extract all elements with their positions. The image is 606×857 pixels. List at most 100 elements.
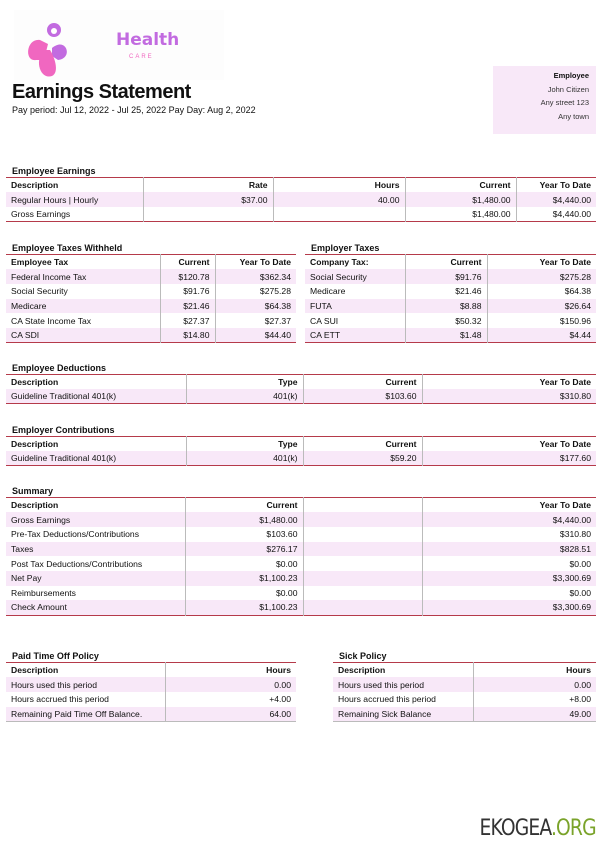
footer-brand-tld: .ORG	[551, 816, 597, 841]
column-header: Current	[404, 177, 516, 193]
page-title: Earnings Statement	[12, 81, 191, 103]
table-cell	[272, 206, 405, 222]
table-row: Guideline Traditional 401(k) 401(k) $103.6…	[6, 389, 596, 404]
table-row: Gross Earnings $1,480.00 $4,440.00	[6, 206, 596, 222]
column-header: Description	[11, 665, 59, 676]
table-row: Social Security $91.76 $275.28	[305, 269, 596, 284]
header-row: Description Current Year To Date	[6, 497, 596, 513]
footer-brand-name: EKOGEA	[479, 816, 552, 841]
table-cell: Social Security	[305, 269, 405, 284]
table-cell: 0.00	[472, 677, 596, 692]
table-cell: $26.64	[486, 298, 596, 314]
column-header: Year To Date	[421, 436, 596, 452]
summary-section: Summary Description Current Year To Date Gro…	[6, 485, 596, 616]
table-cell	[302, 526, 422, 542]
table-cell: Check Amount	[6, 600, 185, 615]
column-header: Description	[11, 377, 59, 388]
section-title: Paid Time Off Policy	[12, 651, 99, 661]
sick-policy-section: Sick Policy Description Hours Hours used th…	[333, 650, 596, 722]
employee-label: Employee	[553, 71, 589, 80]
table-cell: $4,440.00	[515, 206, 596, 222]
header-row: Description Type Current Year To Date	[6, 374, 596, 390]
table-row: Hours accrued this period +4.00	[6, 691, 296, 707]
table-cell: $1,480.00	[404, 206, 516, 222]
table-cell	[302, 600, 422, 615]
employee-taxes-section: Employee Taxes Withheld Employee Tax Curre…	[6, 242, 296, 344]
table-row: Regular Hours | Hourly $37.00 40.00 $1,480.…	[6, 192, 596, 207]
table-cell: 64.00	[164, 706, 296, 722]
employee-earnings-table: Description Rate Hours Current Year To Date R…	[6, 177, 596, 223]
employer-taxes-table: Company Tax: Current Year To Date Social Se…	[305, 254, 596, 344]
employee-street: Any street 123	[540, 98, 589, 107]
section-title: Employee Earnings	[12, 166, 96, 176]
table-cell: $1,100.23	[184, 600, 303, 615]
table-row: Remaining Paid Time Off Balance. 64.00	[6, 706, 296, 722]
table-cell: +8.00	[472, 691, 596, 707]
table-cell	[302, 556, 422, 571]
table-cell: Taxes	[6, 541, 185, 557]
table-cell: +4.00	[164, 691, 296, 707]
table-cell: 401(k)	[185, 451, 303, 466]
table-cell: 0.00	[164, 677, 296, 692]
table-row: CA State Income Tax $27.37 $27.37	[6, 313, 296, 328]
column-header: Current	[302, 374, 422, 390]
company-logo: Health CARE	[14, 10, 224, 80]
table-cell: $0.00	[184, 556, 303, 571]
employee-taxes-table: Employee Tax Current Year To Date Federal I…	[6, 254, 296, 344]
table-row: Net Pay $1,100.23 $3,300.69	[6, 570, 596, 586]
footer-brand: EKOGEA.ORG	[479, 816, 597, 841]
table-cell: Post Tax Deductions/Contributions	[11, 558, 143, 569]
table-row: Medicare $21.46 $64.38	[305, 283, 596, 299]
table-cell: $44.40	[214, 327, 296, 343]
employee-town: Any town	[558, 111, 589, 121]
column-header: Description	[11, 180, 59, 191]
table-row: Post Tax Deductions/Contributions $0.00 $0…	[6, 556, 596, 571]
table-cell: Hours accrued this period	[338, 694, 436, 705]
table-cell: Guideline Traditional 401(k)	[6, 451, 186, 466]
table-cell: $0.00	[421, 585, 596, 601]
section-title: Summary	[12, 486, 54, 496]
employee-earnings-section: Employee Earnings Description Rate Hours Cur…	[6, 165, 596, 223]
table-row: Taxes $276.17 $828.51	[6, 541, 596, 557]
table-cell: $275.28	[214, 283, 296, 299]
employee-deductions-table: Description Type Current Year To Date Guidel…	[6, 374, 596, 405]
table-cell: Reimbursements	[11, 587, 76, 598]
section-title: Employee Taxes Withheld	[12, 243, 123, 253]
table-cell: Remaining Sick Balance	[333, 706, 473, 722]
table-cell: CA State Income Tax	[11, 315, 92, 326]
table-cell: $0.00	[421, 556, 596, 571]
column-header: Hours	[472, 662, 596, 678]
table-row: Check Amount $1,100.23 $3,300.69	[6, 600, 596, 615]
column-header: Company Tax:	[310, 257, 369, 268]
table-cell: Remaining Paid Time Off Balance.	[6, 706, 165, 722]
sick-policy-table: Description Hours Hours used this period 0.…	[333, 662, 596, 722]
table-cell: $1,100.23	[184, 570, 303, 586]
table-cell: Federal Income Tax	[6, 269, 160, 284]
table-cell: 49.00	[472, 706, 596, 722]
table-cell: $21.46	[159, 298, 215, 314]
table-cell: Guideline Traditional 401(k)	[6, 389, 186, 404]
table-row: Social Security $91.76 $275.28	[6, 283, 296, 299]
table-cell: $1,480.00	[404, 192, 516, 207]
column-header: Current	[184, 497, 303, 513]
table-cell: Medicare	[6, 298, 160, 314]
table-cell: $64.38	[486, 283, 596, 299]
table-cell: $59.20	[302, 451, 422, 466]
section-title: Sick Policy	[339, 651, 387, 661]
table-cell: Gross Earnings	[11, 208, 71, 219]
table-cell: 401(k)	[185, 389, 303, 404]
column-header: Description	[338, 665, 386, 676]
column-header: Hours	[272, 177, 405, 193]
table-cell: $150.96	[486, 313, 596, 328]
table-cell: $4.44	[486, 327, 596, 343]
table-cell: Gross Earnings	[6, 512, 185, 527]
table-cell: $276.17	[184, 541, 303, 557]
table-cell: $177.60	[421, 451, 596, 466]
table-cell: Net Pay	[6, 570, 185, 586]
table-cell: $91.76	[404, 269, 487, 284]
employee-deductions-section: Employee Deductions Description Type Curren…	[6, 362, 596, 405]
table-row: Pre-Tax Deductions/Contributions $103.60 $…	[6, 526, 596, 542]
table-cell	[302, 541, 422, 557]
table-cell: CA SUI	[310, 315, 339, 326]
table-cell: $3,300.69	[421, 570, 596, 586]
